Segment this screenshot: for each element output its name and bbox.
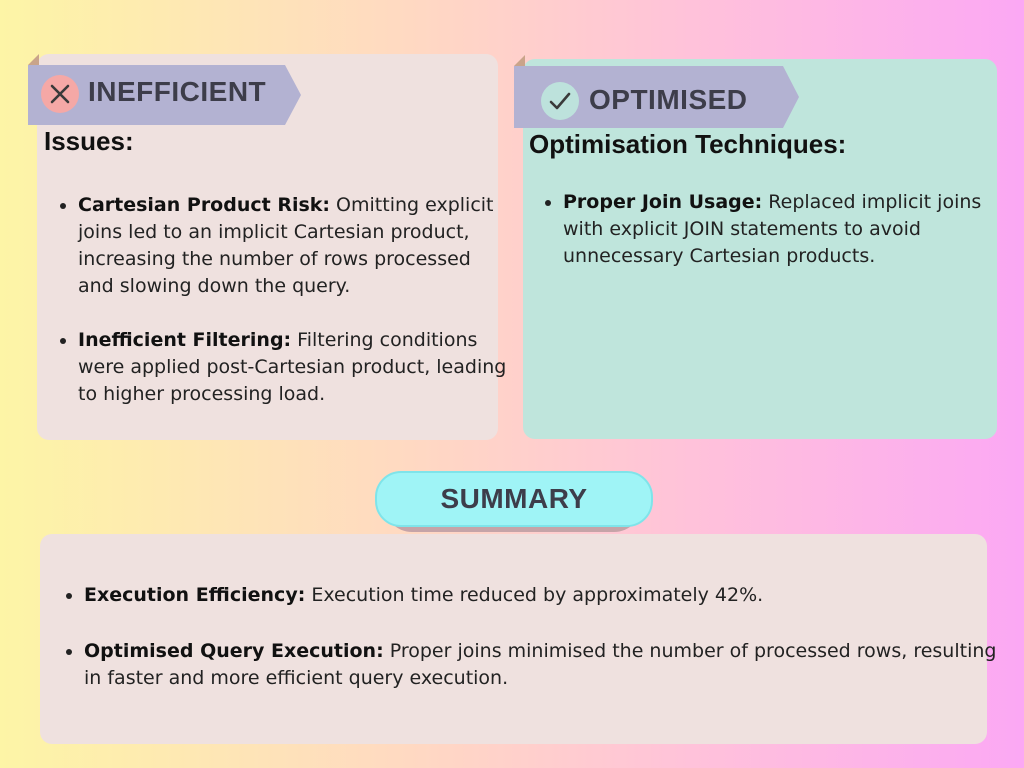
list-item: Optimised Query Execution: Proper joins … [84, 638, 1004, 692]
issues-heading: Issues: [44, 126, 134, 156]
inefficient-title: INEFFICIENT [88, 76, 267, 107]
ribbon-fold [514, 55, 525, 66]
summary-title: SUMMARY [375, 471, 653, 527]
optimised-title: OPTIMISED [589, 84, 748, 115]
item-term: Execution Efficiency: [84, 584, 306, 606]
summary-list: Execution Efficiency: Execution time red… [62, 582, 1004, 692]
techniques-list: Proper Join Usage: Replaced implicit joi… [541, 189, 1003, 270]
close-icon [41, 75, 79, 113]
item-text: Proper joins minimised the number of pro… [84, 640, 997, 689]
item-term: Optimised Query Execution: [84, 640, 384, 662]
list-item: Proper Join Usage: Replaced implicit joi… [563, 189, 1003, 270]
issues-list: Cartesian Product Risk: Omitting explici… [56, 192, 508, 408]
list-item: Execution Efficiency: Execution time red… [84, 582, 1004, 609]
item-text: Replaced implicit joins with explicit JO… [563, 191, 982, 267]
ribbon-fold [28, 54, 39, 65]
list-item: Cartesian Product Risk: Omitting explici… [78, 192, 508, 300]
item-term: Inefficient Filtering: [78, 329, 292, 351]
item-text: Execution time reduced by approximately … [305, 584, 764, 606]
techniques-heading: Optimisation Techniques: [529, 129, 847, 159]
item-term: Cartesian Product Risk: [78, 194, 331, 216]
summary-panel [40, 534, 987, 744]
item-term: Proper Join Usage: [563, 191, 763, 213]
item-text: Omitting explicit joins led to an implic… [78, 194, 494, 297]
check-icon [541, 82, 579, 120]
list-item: Inefficient Filtering: Filtering conditi… [78, 327, 508, 408]
item-text: Filtering conditions were applied post-C… [78, 329, 507, 405]
